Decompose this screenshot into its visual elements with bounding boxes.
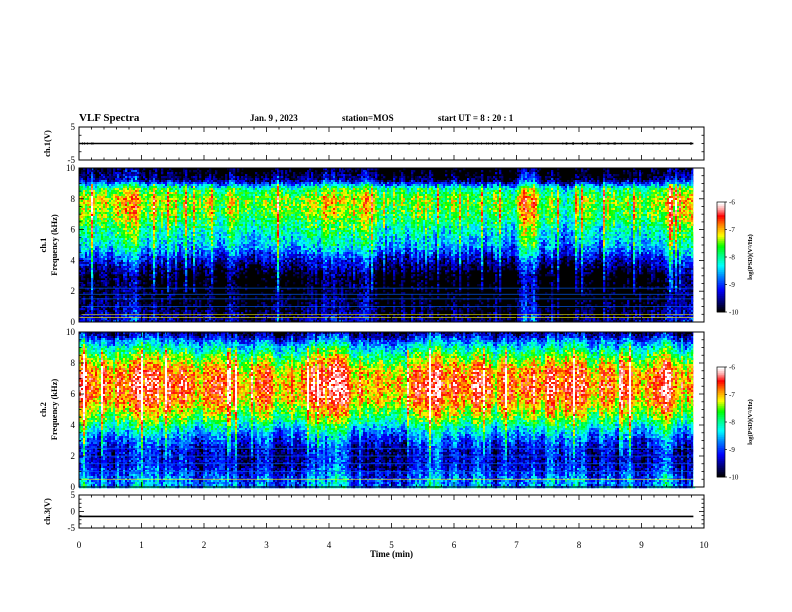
ch1-spectrogram-ytick-label: 0: [71, 317, 76, 327]
station-label: station=MOS: [342, 113, 394, 123]
ch2-spectrogram-ylabel-channel: ch.2: [38, 402, 48, 417]
ch1-spectrogram-colorbar-tick-label: -10: [729, 309, 739, 317]
ch2-spectrogram-ytick-label: 6: [71, 389, 76, 399]
ch2-spectrogram-colorbar-tick-label: -10: [729, 474, 739, 482]
xtick-label: 6: [452, 540, 457, 550]
ch2-spectrogram-cells: [79, 332, 696, 489]
ch1-waveform-ytick-label: 5: [71, 122, 76, 132]
start-ut-label: start UT = 8 : 20 : 1: [438, 113, 513, 123]
ch1-spectrogram-ytick-label: 8: [71, 194, 76, 204]
ch1-spectrogram-ytick-label: 4: [71, 255, 76, 265]
ch2-spectrogram-panel: 0 2 4 6 8 10 ch.2 Frequency (kHz) -6 -7 -8 -9 -10 log…: [38, 327, 754, 492]
xtick-label: 3: [264, 540, 269, 550]
ch2-spectrogram-colorbar-tick-label: -6: [729, 364, 735, 372]
ch1-waveform-ytick-label: -5: [68, 155, 76, 165]
x-axis-label: Time (min): [370, 549, 413, 559]
xtick-label: 0: [77, 540, 82, 550]
xtick-label: 10: [700, 540, 710, 550]
ch2-spectrogram-colorbar-label: log(PSD)(V²/Hz): [747, 399, 754, 445]
ch1-waveform-ylabel: ch.1(V): [42, 130, 52, 157]
ch2-spectrogram-ytick-label: 4: [71, 420, 76, 430]
ch3-waveform-ylabel: ch.3(V): [42, 498, 52, 525]
chart-title: VLF Spectra: [79, 112, 139, 124]
ch3-waveform-ytick-label: 5: [71, 490, 76, 500]
ch2-spectrogram-ytick-label: 8: [71, 358, 76, 368]
ch2-spectrogram-ytick-label: 0: [71, 482, 76, 492]
ch1-spectrogram-colorbar-tick-label: -9: [729, 281, 735, 289]
ch3-waveform-ytick-label: 0: [71, 507, 76, 517]
xtick-label: 5: [389, 540, 394, 550]
ch1-spectrogram-colorbar-tick-label: -8: [729, 254, 735, 262]
ch2-spectrogram-colorbar-tick-label: -9: [729, 446, 735, 454]
ch1-spectrogram-panel: 0 2 4 6 8 10 ch.1 Frequency (kHz) -6 -7 -8 -9 -10 log…: [38, 163, 754, 327]
ch2-spectrogram-ytick-label: 10: [66, 327, 76, 337]
time-axis: 0 1 2 3 4 5 6 7 8 9 10 Time (min): [77, 540, 709, 559]
ch2-spectrogram-no-data: [693, 332, 704, 487]
xtick-label: 9: [639, 540, 644, 550]
xtick-label: 2: [202, 540, 207, 550]
ch1-spectrogram-no-data: [693, 168, 704, 322]
ch3-waveform-panel: 5 0 -5 ch.3(V): [42, 490, 705, 533]
ch1-spectrogram-ytick-label: 10: [66, 163, 76, 173]
ch1-spectrogram-ytick-label: 6: [71, 225, 76, 235]
xtick-label: 7: [514, 540, 519, 550]
ch1-spectrogram-ytick-label: 2: [71, 286, 76, 296]
ch2-spectrogram-colorbar: -6 -7 -8 -9 -10 log(PSD)(V²/Hz): [716, 364, 754, 482]
ch2-spectrogram-ylabel-frequency: Frequency (kHz): [49, 379, 59, 441]
ch2-spectrogram-colorbar-tick-label: -8: [729, 419, 735, 427]
xtick-label: 4: [327, 540, 332, 550]
ch1-waveform-panel: 5 -5 ch.1(V): [42, 122, 705, 165]
ch1-spectrogram-colorbar-label: log(PSD)(V²/Hz): [747, 234, 754, 280]
xtick-label: 8: [577, 540, 582, 550]
ch2-spectrogram-ytick-label: 2: [71, 451, 76, 461]
ch1-spectrogram-colorbar-tick-label: -7: [729, 226, 735, 234]
ch2-spectrogram-colorbar-tick-label: -7: [729, 391, 735, 399]
ch1-spectrogram-colorbar: -6 -7 -8 -9 -10 log(PSD)(V²/Hz): [716, 199, 754, 317]
ch1-spectrogram-colorbar-tick-label: -6: [729, 199, 735, 207]
ch1-spectrogram-ylabel-frequency: Frequency (kHz): [49, 214, 59, 276]
date-label: Jan. 9 , 2023: [250, 113, 298, 123]
xtick-label: 1: [139, 540, 144, 550]
ch1-spectrogram-ylabel-channel: ch.1: [38, 238, 48, 253]
ch3-waveform-ytick-label: -5: [68, 523, 76, 533]
